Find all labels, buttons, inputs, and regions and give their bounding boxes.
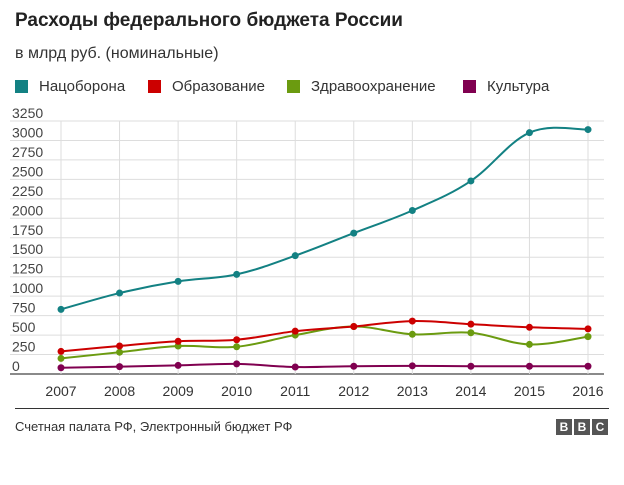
series-line-culture [60, 362, 588, 369]
data-point-culture [57, 364, 65, 372]
y-tick-label: 3000 [12, 124, 43, 140]
legend-label-defense: Нацоборона [39, 78, 126, 95]
series-line-defense [60, 126, 589, 311]
data-point-education [584, 325, 592, 333]
data-point-culture [584, 362, 592, 370]
y-tick-label: 0 [12, 358, 20, 374]
legend-label-education: Образование [172, 78, 265, 95]
legend-item-education: Образование [148, 78, 265, 95]
bbc-logo-letter: B [574, 419, 590, 435]
data-point-defense [408, 207, 416, 215]
series-line-education [60, 320, 589, 353]
data-point-defense [584, 126, 592, 134]
footer-divider [15, 408, 609, 409]
data-point-culture [291, 363, 299, 371]
data-point-education [350, 323, 358, 331]
y-tick-label: 2000 [12, 202, 43, 218]
y-tick-label: 1500 [12, 241, 43, 257]
data-point-healthcare [525, 340, 533, 348]
data-point-healthcare [116, 348, 124, 356]
data-point-defense [467, 177, 475, 185]
data-point-defense [233, 270, 241, 278]
source-note: Счетная палата РФ, Электронный бюджет РФ [15, 419, 293, 434]
bbc-logo: B B C [556, 419, 608, 435]
data-point-education [291, 327, 299, 335]
legend-item-culture: Культура [463, 78, 549, 95]
y-tick-label: 2250 [12, 183, 43, 199]
x-tick-label: 2016 [572, 383, 603, 399]
y-tick-label: 1250 [12, 261, 43, 277]
x-tick-label: 2013 [397, 383, 428, 399]
y-tick-label: 1750 [12, 222, 43, 238]
x-tick-label: 2012 [338, 383, 369, 399]
x-tick-label: 2008 [104, 383, 135, 399]
legend-item-healthcare: Здравоохранение [287, 78, 436, 95]
data-point-defense [350, 229, 358, 237]
data-point-defense [116, 289, 124, 297]
data-point-culture [174, 361, 182, 369]
x-tick-label: 2010 [221, 383, 252, 399]
data-point-healthcare [233, 343, 241, 351]
data-point-education [174, 337, 182, 345]
data-point-healthcare [584, 333, 592, 341]
line-chart: 0 250 500 750 1000 1250 1500 1750 2000 2250 2500 27… [10, 105, 604, 399]
data-point-defense [525, 129, 533, 137]
x-tick-label: 2015 [514, 383, 545, 399]
y-tick-label: 500 [12, 319, 36, 335]
legend-swatch-healthcare [287, 80, 300, 93]
data-point-education [408, 317, 416, 325]
x-tick-label: 2011 [280, 383, 310, 399]
y-tick-label: 3250 [12, 105, 43, 121]
data-point-defense [57, 305, 65, 313]
y-tick-label: 2500 [12, 163, 43, 179]
legend-swatch-culture [463, 80, 476, 93]
bbc-logo-letter: B [556, 419, 572, 435]
x-tick-label: 2007 [45, 383, 76, 399]
data-point-culture [408, 362, 416, 370]
data-point-culture [116, 363, 124, 371]
data-point-healthcare [467, 329, 475, 337]
chart-subtitle: в млрд руб. (номинальные) [15, 45, 219, 62]
data-point-healthcare [408, 330, 416, 338]
data-point-culture [233, 360, 241, 368]
y-tick-label: 750 [12, 300, 36, 316]
legend-swatch-defense [15, 80, 28, 93]
legend-label-healthcare: Здравоохранение [311, 78, 436, 95]
x-tick-label: 2009 [163, 383, 194, 399]
legend-item-defense: Нацоборона [15, 78, 125, 95]
data-point-culture [467, 362, 475, 370]
data-point-culture [350, 362, 358, 370]
y-tick-label: 2750 [12, 144, 43, 160]
data-point-defense [291, 252, 299, 260]
data-point-education [467, 320, 475, 328]
series-line-healthcare [60, 325, 589, 360]
chart-legend: Нацоборона Образование Здравоохранение К… [15, 78, 615, 98]
bbc-logo-letter: C [592, 419, 608, 435]
legend-swatch-education [148, 80, 161, 93]
chart-title: Расходы федерального бюджета России [15, 10, 403, 31]
data-point-defense [174, 277, 182, 285]
data-point-culture [525, 362, 533, 370]
data-point-education [233, 336, 241, 344]
y-tick-label: 250 [12, 339, 36, 355]
legend-label-culture: Культура [487, 78, 550, 95]
data-point-education [57, 347, 65, 355]
data-point-education [525, 323, 533, 331]
y-tick-label: 1000 [12, 280, 43, 296]
data-point-healthcare [57, 354, 65, 362]
x-tick-label: 2014 [455, 383, 486, 399]
data-point-education [116, 342, 124, 350]
